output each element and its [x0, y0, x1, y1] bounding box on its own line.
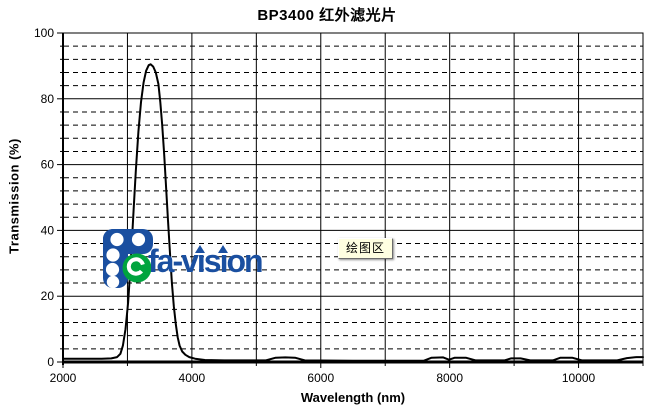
y-tick-labels: 0 20 40 60 80 100 [34, 26, 54, 369]
y-axis-ticks [57, 32, 63, 363]
fa-vision-logo-icon [103, 229, 153, 289]
x-tick-label: 8000 [436, 371, 463, 385]
x-tick-labels: 2000 4000 6000 8000 10000 [50, 371, 596, 385]
x-tick-label: 4000 [179, 371, 206, 385]
y-tick-label: 60 [41, 158, 55, 172]
y-tick-label: 20 [41, 289, 55, 303]
x-tick-label: 6000 [307, 371, 334, 385]
logo-text-seg: on [226, 243, 263, 279]
y-tick-label: 100 [34, 26, 54, 40]
x-axis-ticks [62, 362, 644, 368]
plot-area-tooltip: 绘图区 [338, 238, 394, 259]
x-tick-label: 10000 [562, 371, 596, 385]
y-tick-label: 40 [41, 223, 55, 237]
logo-text-seg: fa-v [148, 243, 199, 279]
x-axis-title: Wavelength (nm) [300, 390, 406, 405]
plot-background[interactable] [63, 33, 643, 362]
logo-text-seg: s [203, 243, 222, 279]
brand-logo: fa-vısıon [100, 226, 290, 292]
x-tick-label: 2000 [50, 371, 77, 385]
chart-title: BP3400 红外滤光片 [257, 7, 397, 24]
logo-text: fa-vısıon [148, 243, 264, 279]
logo-i-dot-triangle: ı [219, 243, 229, 279]
y-axis-title: Transmission (%) [6, 138, 22, 254]
y-tick-label: 80 [41, 92, 55, 106]
logo-i-dot-triangle: ı [196, 243, 206, 279]
y-tick-label: 0 [47, 355, 54, 369]
transmission-curve[interactable] [62, 63, 644, 362]
